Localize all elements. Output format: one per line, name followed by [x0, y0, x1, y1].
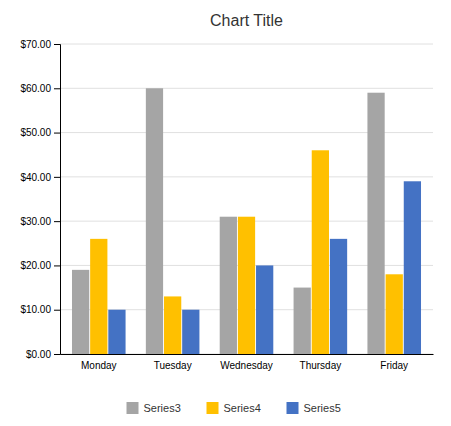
bar: [330, 239, 347, 354]
bar: [404, 181, 421, 354]
tick-label: $0.00: [26, 349, 51, 360]
series: [72, 88, 385, 354]
x-axis-line: [61, 354, 434, 355]
y-axis-line: [54, 45, 61, 355]
title: Chart Title: [210, 12, 283, 29]
tick-label: Monday: [81, 360, 117, 371]
tick-label: $20.00: [20, 260, 51, 271]
legend-item: Series5: [287, 402, 341, 414]
bar: [367, 93, 384, 354]
legend-label: Series3: [144, 402, 181, 414]
tick-label: Thursday: [300, 360, 342, 371]
bar: [256, 265, 273, 354]
bar: [312, 150, 329, 354]
bars: [72, 88, 421, 354]
tick-label: $60.00: [20, 83, 51, 94]
series: [108, 181, 421, 354]
bar: [72, 270, 89, 354]
legend-label: Series5: [304, 402, 341, 414]
series: [90, 150, 403, 354]
tick: $30.00: [20, 216, 60, 227]
tick-mark: [54, 44, 60, 45]
bar: [108, 310, 125, 354]
tick-mark: [54, 354, 60, 355]
legend-swatch: [207, 402, 219, 414]
tick-label: Friday: [380, 360, 408, 371]
bar: [238, 217, 255, 354]
bar: [386, 274, 403, 354]
tick: $70.00: [20, 39, 60, 50]
tick: $0.00: [26, 349, 60, 360]
legend-swatch: [127, 402, 139, 414]
legend-label: Series4: [224, 402, 261, 414]
tick-mark: [54, 88, 60, 89]
legend-swatch: [287, 402, 299, 414]
bar: [294, 288, 311, 354]
tick-mark: [54, 265, 60, 266]
bar: [90, 239, 107, 354]
tick: $20.00: [20, 260, 60, 271]
tick-mark: [54, 177, 60, 178]
grid-line: [60, 44, 433, 45]
tick: $10.00: [20, 304, 60, 315]
x-axis: Monday Tuesday Wednesday Thursday Friday: [61, 355, 434, 372]
tick-mark: [54, 310, 60, 311]
legend: Series3 Series4 Series5: [127, 402, 341, 414]
tick-label: $70.00: [20, 39, 51, 50]
legend-item: Series4: [207, 402, 261, 414]
chart: $0.00 $10.00 $20.00 $30.00 $40.00 $50.00 $60.0…: [0, 0, 451, 426]
bar: [146, 88, 163, 354]
tick: Thursday: [300, 360, 342, 371]
bar: [182, 310, 199, 354]
bar: [164, 296, 181, 354]
tick-mark: [54, 133, 60, 134]
tick: $60.00: [20, 83, 60, 94]
grid-line: [60, 88, 433, 89]
bar: [220, 217, 237, 354]
tick: Friday: [380, 360, 408, 371]
tick: Monday: [81, 360, 117, 371]
plot: $0.00 $10.00 $20.00 $30.00 $40.00 $50.00 $60.0…: [20, 39, 433, 371]
y-axis: $0.00 $10.00 $20.00 $30.00 $40.00 $50.00 $60.0…: [20, 39, 60, 360]
tick-label: Tuesday: [154, 360, 192, 371]
tick: $50.00: [20, 127, 60, 138]
tick-label: $10.00: [20, 304, 51, 315]
tick-label: $50.00: [20, 127, 51, 138]
tick: Tuesday: [154, 360, 192, 371]
tick: $40.00: [20, 172, 60, 183]
grid: [60, 44, 433, 354]
tick-mark: [54, 221, 60, 222]
tick: Wednesday: [220, 360, 273, 371]
tick-label: $40.00: [20, 172, 51, 183]
tick-label: $30.00: [20, 216, 51, 227]
legend-item: Series3: [127, 402, 181, 414]
tick-label: Wednesday: [220, 360, 273, 371]
